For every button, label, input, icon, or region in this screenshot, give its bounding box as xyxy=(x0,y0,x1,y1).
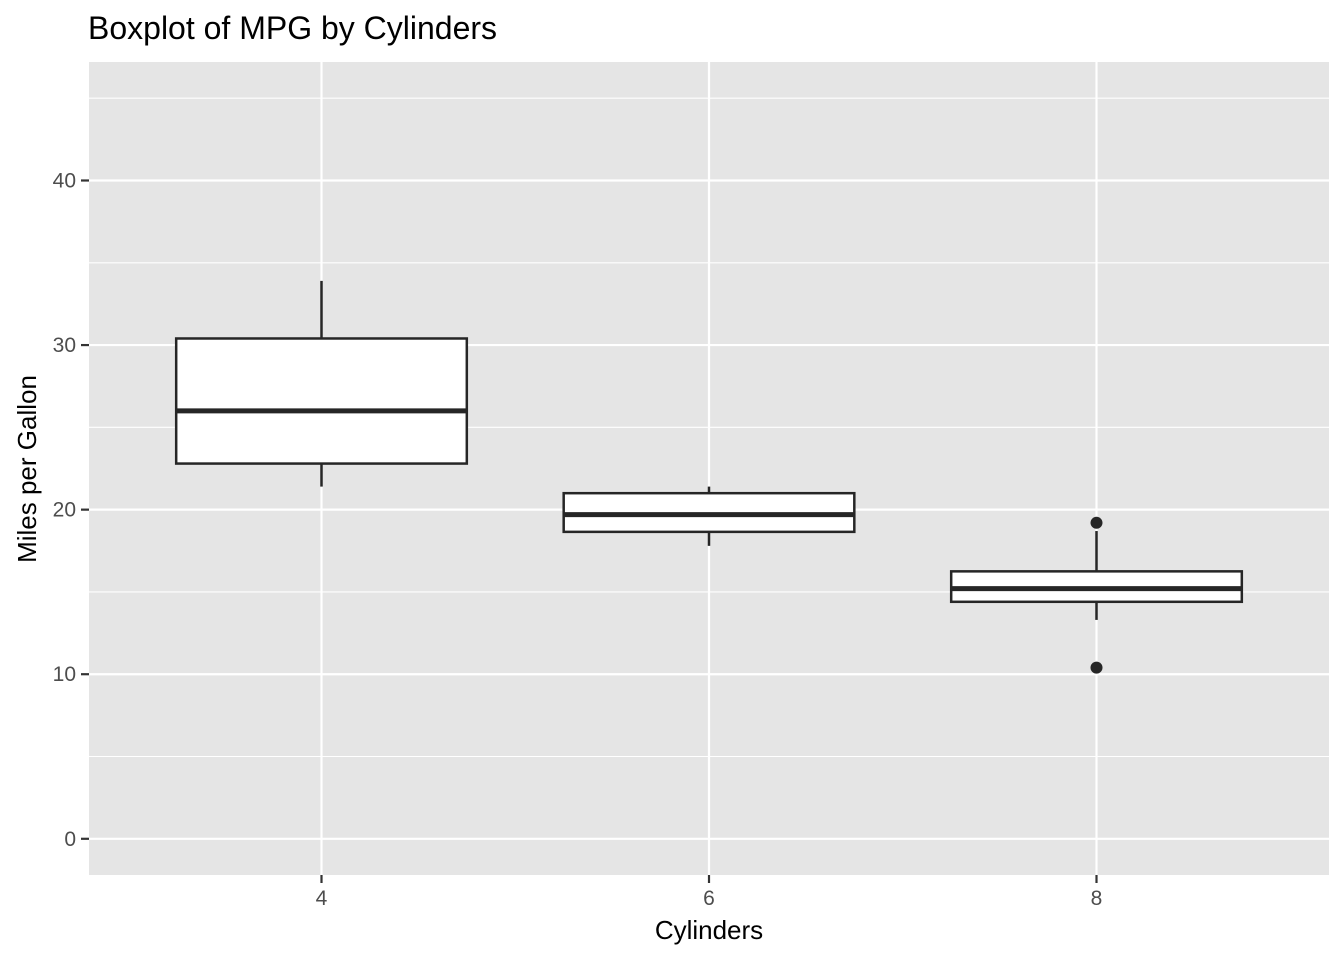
box-group-8 xyxy=(949,516,1244,674)
y-tick-label: 40 xyxy=(53,169,76,192)
x-axis: 4 6 8 xyxy=(316,875,1103,910)
boxes-layer xyxy=(174,280,1244,674)
y-tick-label: 10 xyxy=(53,663,76,686)
chart-title: Boxplot of MPG by Cylinders xyxy=(88,10,497,46)
box xyxy=(174,337,469,465)
y-tick-label: 30 xyxy=(53,334,76,357)
y-axis: 0 10 20 30 40 xyxy=(53,169,89,851)
outlier-point xyxy=(1090,516,1103,529)
x-axis-title: Cylinders xyxy=(655,915,763,945)
y-tick-label: 0 xyxy=(64,828,76,851)
x-tick-label: 6 xyxy=(703,887,715,910)
x-tick-label: 4 xyxy=(316,887,328,910)
box-group-6 xyxy=(562,486,856,546)
y-tick-label: 20 xyxy=(53,499,76,522)
outlier-point xyxy=(1090,661,1103,674)
box-group-4 xyxy=(174,280,469,487)
x-tick-label: 8 xyxy=(1091,887,1103,910)
y-axis-title: Miles per Gallon xyxy=(12,375,42,563)
